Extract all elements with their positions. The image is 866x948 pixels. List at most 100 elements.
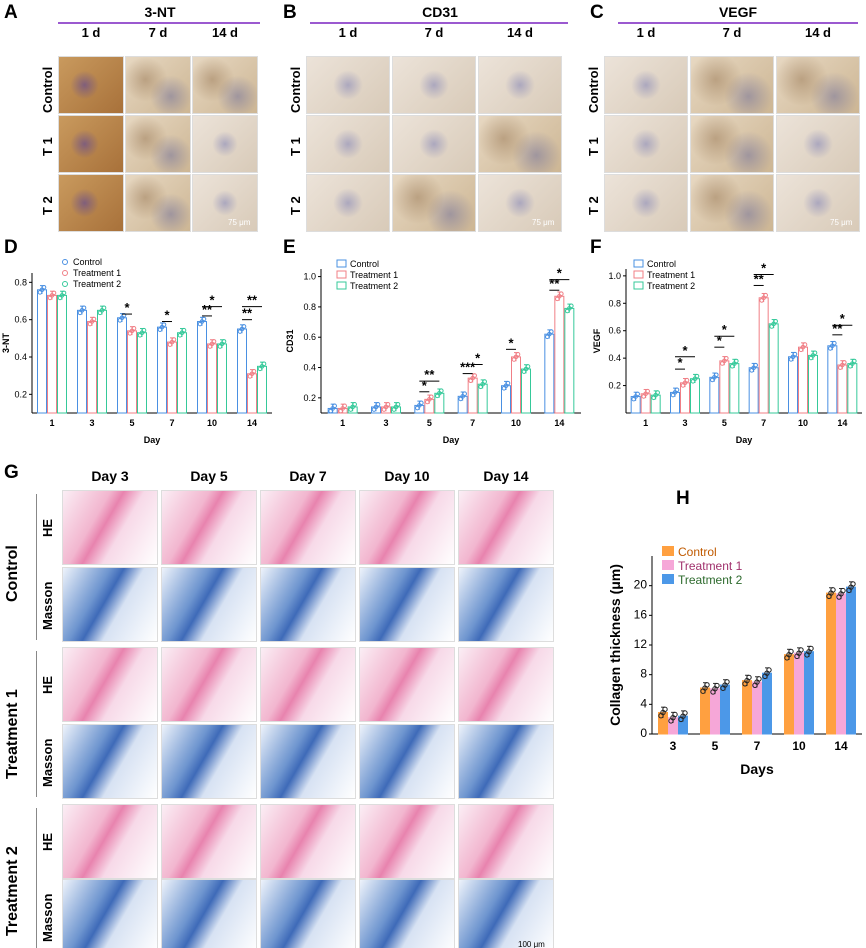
masson-micrograph xyxy=(161,724,257,799)
legend-label: Treatment 1 xyxy=(73,268,121,278)
panel-c-title-line xyxy=(618,22,858,24)
panel-g-day-label: Day 7 xyxy=(289,468,327,484)
data-point xyxy=(515,352,521,357)
significance-label: ** xyxy=(247,293,258,308)
x-tick-label: 14 xyxy=(247,418,257,428)
data-point xyxy=(241,324,247,329)
x-tick-label: 10 xyxy=(207,418,217,428)
panel-letter-a: A xyxy=(4,2,18,23)
panel-b-row-label: Control xyxy=(288,66,303,113)
ihc-micrograph xyxy=(776,174,860,232)
data-point xyxy=(808,645,814,652)
significance-label: * xyxy=(722,322,728,337)
masson-micrograph xyxy=(161,879,257,948)
data-point xyxy=(352,402,357,407)
data-point xyxy=(830,587,836,593)
data-point xyxy=(569,303,574,309)
bar xyxy=(87,321,97,414)
masson-micrograph xyxy=(260,879,356,948)
y-tick-label: 0 xyxy=(640,726,647,740)
panel-g-stain-label: HE xyxy=(40,675,55,694)
ihc-micrograph xyxy=(392,174,476,232)
bar xyxy=(237,328,247,414)
significance-label: ** xyxy=(754,271,765,286)
ihc-micrograph xyxy=(306,115,390,173)
x-axis-label: Day xyxy=(443,435,460,445)
bar xyxy=(788,356,798,414)
he-micrograph xyxy=(359,804,455,879)
y-tick-label: 1.0 xyxy=(303,272,316,282)
ihc-micrograph xyxy=(690,115,774,173)
data-point xyxy=(734,358,739,364)
significance-label: * xyxy=(761,260,767,275)
bar xyxy=(521,368,531,414)
panel-a-title-line xyxy=(58,22,260,24)
data-point xyxy=(41,284,47,290)
x-tick-label: 14 xyxy=(834,739,848,753)
panel-g-stain-label: Masson xyxy=(40,893,55,942)
bar xyxy=(511,356,521,414)
data-point xyxy=(375,402,381,407)
x-tick-label: 10 xyxy=(511,418,521,428)
ihc-micrograph xyxy=(192,56,258,114)
bar xyxy=(794,652,804,735)
y-tick-label: 16 xyxy=(634,607,648,621)
data-point xyxy=(525,364,531,369)
masson-micrograph xyxy=(62,879,158,948)
masson-micrograph xyxy=(458,567,554,642)
legend-swatch xyxy=(633,270,644,279)
data-point xyxy=(773,318,778,324)
ihc-micrograph xyxy=(192,174,258,232)
significance-label: ** xyxy=(832,321,843,336)
masson-micrograph xyxy=(458,879,554,948)
bar xyxy=(748,367,759,414)
data-point xyxy=(429,394,434,400)
data-point xyxy=(419,400,424,406)
y-tick-label: 0.6 xyxy=(14,315,27,325)
significance-label: * xyxy=(508,335,514,350)
panel-g-group-bracket xyxy=(36,651,37,797)
panel-g-group-label: Treatment 2 xyxy=(4,846,21,936)
panel-c-day-label: 14 d xyxy=(804,25,831,40)
data-point xyxy=(682,710,688,716)
legend-label: Control xyxy=(647,259,676,269)
data-point xyxy=(91,316,97,322)
he-micrograph xyxy=(458,804,554,879)
data-point xyxy=(756,676,762,682)
scale-bar-label: 75 μm xyxy=(532,218,555,227)
masson-micrograph xyxy=(161,567,257,642)
ihc-micrograph xyxy=(58,115,124,173)
data-point xyxy=(850,581,856,587)
y-tick-label: 20 xyxy=(634,578,648,592)
legend-label: Control xyxy=(678,545,717,559)
bar xyxy=(709,376,720,414)
panel-g-stain-label: HE xyxy=(40,832,55,851)
data-point xyxy=(802,342,808,347)
bar xyxy=(846,586,856,735)
y-tick-label: 8 xyxy=(640,667,647,681)
bar xyxy=(762,672,772,735)
legend-label: Control xyxy=(73,257,102,267)
legend-swatch xyxy=(662,546,674,556)
ihc-micrograph xyxy=(306,56,390,114)
bar xyxy=(798,346,808,414)
legend-swatch xyxy=(336,270,347,279)
ihc-micrograph xyxy=(192,115,258,173)
data-point xyxy=(832,340,837,346)
legend-swatch xyxy=(62,281,68,287)
ihc-micrograph xyxy=(604,115,688,173)
x-tick-label: 1 xyxy=(49,418,54,428)
data-point xyxy=(161,322,167,327)
y-tick-label: 4 xyxy=(640,696,647,710)
he-micrograph xyxy=(161,647,257,722)
panel-g-day-label: Day 5 xyxy=(190,468,228,484)
he-micrograph xyxy=(260,490,356,565)
y-tick-label: 0.8 xyxy=(303,302,316,312)
significance-label: * xyxy=(717,333,723,348)
he-micrograph xyxy=(260,804,356,879)
x-tick-label: 14 xyxy=(837,418,847,428)
data-point xyxy=(714,682,720,689)
he-micrograph xyxy=(62,490,158,565)
